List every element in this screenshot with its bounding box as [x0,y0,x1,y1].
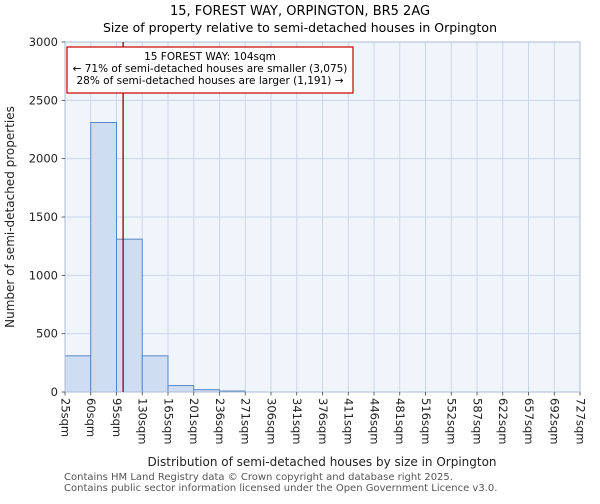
x-tick-label: 236sqm [213,398,227,444]
histogram-bar [141,355,169,393]
x-tick-label: 306sqm [264,398,278,444]
x-tick-label: 201sqm [187,398,201,444]
x-tick-label: 552sqm [445,398,459,444]
x-tick-label: 587sqm [470,398,484,444]
x-tick-label: 692sqm [548,398,562,444]
y-tick-label: 3000 [29,35,58,49]
x-tick-label: 271sqm [239,398,253,444]
y-tick-label: 2500 [29,93,58,107]
annotation-box [66,46,354,94]
x-tick-label: 727sqm [573,398,587,444]
y-tick-label: 1000 [29,268,58,282]
histogram-bar [116,238,143,393]
x-tick-label: 25sqm [58,398,72,437]
chart-subtitle: Size of property relative to semi-detach… [103,20,497,35]
y-tick-label: 500 [36,327,58,341]
y-axis-label: Number of semi-detached properties [3,106,17,328]
x-tick-label: 165sqm [161,398,175,444]
x-axis-label: Distribution of semi-detached houses by … [147,455,496,469]
annotation-line: ← 71% of semi-detached houses are smalle… [73,63,348,75]
histogram-bar [167,385,195,393]
x-tick-label: 341sqm [290,398,304,444]
plot-area: 0 500 1000 1500 2000 2500 3000 25sqm 60sqm 95sqm 1… [29,35,588,444]
x-tick-label: 481sqm [393,398,407,444]
x-tick-label: 376sqm [316,398,330,444]
footer-line-2: Contains public sector information licen… [64,483,497,494]
y-tick-label: 0 [51,385,58,399]
x-tick-label: 446sqm [367,398,381,444]
x-tick-label: 411sqm [342,398,356,444]
annotation-line: 15 FOREST WAY: 104sqm [144,51,276,63]
x-tick-label: 622sqm [496,398,510,444]
chart-title: 15, FOREST WAY, ORPINGTON, BR5 2AG [170,4,430,19]
x-tick-label: 60sqm [84,398,98,437]
annotation-line: 28% of semi-detached houses are larger (… [76,75,343,87]
histogram-bar [64,355,92,393]
footer-line-1: Contains HM Land Registry data © Crown c… [64,472,453,483]
y-tick-label: 2000 [29,152,58,166]
x-tick-label: 130sqm [136,398,150,444]
y-tick-label: 1500 [29,210,58,224]
x-tick-label: 657sqm [522,398,536,444]
histogram-bar [90,122,117,393]
x-tick-label: 95sqm [110,398,124,437]
x-tick-label: 516sqm [419,398,433,444]
